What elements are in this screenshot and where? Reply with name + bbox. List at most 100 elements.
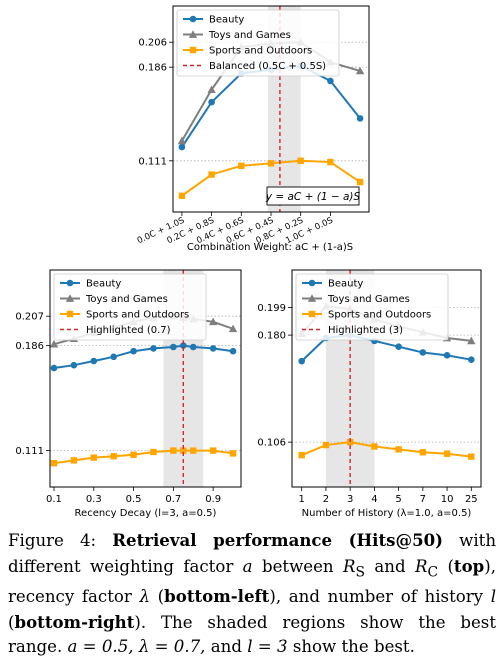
y-tick-label: 0.180 (257, 331, 286, 342)
legend-label: Toys and Games (327, 294, 410, 305)
chart-bottom-left: 0.111 0.186 0.207 0.1 0.3 0.5 0.7 0.9 Recency De… (15, 269, 242, 519)
x-axis-label: Combination Weight: aC + (1-a)S (187, 242, 353, 253)
data-point (468, 356, 475, 363)
legend-marker (308, 279, 316, 287)
caption-bold: top (453, 555, 485, 576)
data-point (209, 345, 217, 352)
data-point (90, 357, 98, 365)
legend-label: Beauty (86, 279, 121, 290)
caption-text: and (210, 637, 242, 657)
data-point (130, 451, 137, 458)
legend-marker (189, 15, 197, 23)
caption-math: R (414, 556, 428, 576)
data-point (355, 66, 365, 75)
data-point (229, 347, 237, 355)
caption-math: a (242, 556, 253, 576)
y-tick-label: 0.186 (138, 63, 167, 74)
data-point (371, 443, 378, 450)
data-point (207, 85, 216, 94)
data-point (208, 98, 215, 106)
data-point (49, 340, 59, 348)
legend-label: Sports and Outdoors (209, 46, 312, 57)
data-point (468, 453, 475, 460)
legend-box (53, 273, 207, 341)
x-tick-label: 0.1 (46, 494, 62, 505)
legend-label: Sports and Outdoors (328, 310, 431, 321)
data-point (238, 162, 245, 170)
caption-math-sub: C (427, 563, 439, 580)
caption-text: show the best. (292, 637, 415, 657)
data-point (443, 450, 451, 457)
legend-marker (66, 279, 74, 287)
caption-text: between (261, 556, 334, 576)
caption-math: l = 3 (247, 637, 288, 657)
data-point (90, 454, 97, 461)
legend-label: Highlighted (0.7) (86, 325, 171, 336)
legend-label: Beauty (209, 15, 244, 26)
y-tick-label: 0.111 (15, 446, 44, 457)
data-point (50, 460, 58, 467)
data-point (180, 342, 187, 349)
data-point (298, 357, 305, 365)
plot-frame (49, 269, 242, 488)
data-point (297, 157, 304, 165)
annotation-text: y = aC + (1 − a)S (265, 191, 361, 203)
x-tick-label: 0.9 (205, 494, 221, 505)
legend-box (295, 273, 449, 341)
caption-text: The shaded regions show the best range. (8, 612, 496, 657)
y-tick-label: 0.106 (257, 438, 286, 449)
data-point (327, 158, 334, 166)
data-point (189, 343, 197, 351)
data-point (70, 457, 78, 464)
caption-text: recency factor (8, 587, 132, 607)
data-point (170, 343, 177, 351)
y-tick-label: 0.207 (15, 312, 44, 323)
caption-math: λ = 0.7, (138, 637, 206, 657)
data-point (298, 451, 305, 459)
y-tick-label: 0.186 (15, 341, 44, 352)
legend-label: Beauty (328, 279, 363, 290)
caption-math: λ (139, 587, 151, 607)
y-tick-label: 0.206 (138, 38, 167, 49)
caption-math: a = 0.5, (67, 637, 134, 657)
data-point (177, 136, 187, 145)
legend-label: Toys and Games (85, 294, 168, 305)
legend-label: Toys and Games (208, 30, 291, 41)
x-tick-label: 25 (465, 494, 478, 505)
x-tick-label: 2 (323, 494, 329, 505)
legend-label: Balanced (0.5C + 0.5S) (209, 61, 326, 72)
data-point (327, 77, 334, 85)
data-point (178, 192, 186, 199)
caption-math: l (490, 587, 497, 607)
data-point (322, 441, 330, 449)
caption-text: with different weighting factor (8, 531, 497, 576)
y-tick-label: 0.111 (138, 156, 167, 167)
data-point (50, 364, 58, 372)
data-point (70, 361, 78, 369)
x-tick-label: 0.7 (165, 494, 181, 505)
annotation-box (266, 186, 360, 206)
caption-bold-title: Retrieval performance (Hits@50) (112, 530, 444, 550)
data-point (229, 450, 237, 457)
x-tick-label: 4 (371, 494, 377, 505)
caption-text: and number of history (288, 587, 484, 607)
y-tick-label: 0.199 (257, 303, 286, 314)
data-point (267, 160, 275, 167)
data-point (467, 336, 476, 345)
x-tick-label: 0.3 (86, 494, 102, 505)
x-tick-label: 7 (420, 494, 426, 505)
figure-caption: Figure 4: Retrieval performance (Hits@50… (8, 530, 497, 657)
legend-marker (65, 294, 75, 302)
data-point (419, 449, 427, 456)
data-point (150, 345, 157, 352)
data-point (228, 324, 238, 333)
series-line-sports-and-outdoors (53, 449, 234, 465)
legend-marker (188, 30, 198, 38)
caption-bold: bottom-left (164, 586, 270, 607)
data-point (150, 448, 157, 456)
data-point (443, 352, 451, 359)
data-point (346, 438, 354, 446)
x-tick-label: 5 (395, 494, 401, 505)
series-line-beauty (53, 344, 234, 369)
